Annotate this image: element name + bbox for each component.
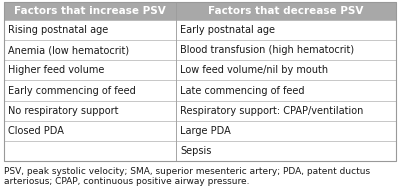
Text: Late commencing of feed: Late commencing of feed [180,85,304,96]
Text: Closed PDA: Closed PDA [8,126,64,136]
Text: Blood transfusion (high hematocrit): Blood transfusion (high hematocrit) [180,45,354,55]
Text: Low feed volume/nil by mouth: Low feed volume/nil by mouth [180,65,328,75]
Text: Factors that increase PSV: Factors that increase PSV [14,6,166,16]
Text: PSV, peak systolic velocity; SMA, superior mesenteric artery; PDA, patent ductus: PSV, peak systolic velocity; SMA, superi… [4,167,370,175]
Text: Anemia (low hematocrit): Anemia (low hematocrit) [8,45,129,55]
Text: Rising postnatal age: Rising postnatal age [8,25,108,35]
Bar [176,40,396,60]
Text: arteriosus; CPAP, continuous positive airway pressure.: arteriosus; CPAP, continuous positive ai… [4,177,250,185]
Bar [176,60,396,80]
Text: Factors that decrease PSV: Factors that decrease PSV [208,6,364,16]
Text: Early commencing of feed: Early commencing of feed [8,85,136,96]
Text: Large PDA: Large PDA [180,126,231,136]
Bar [4,80,176,101]
Bar [4,40,176,60]
Bar [4,20,176,40]
Bar [4,141,176,161]
Bar [4,2,396,20]
Bar [176,20,396,40]
Bar [176,141,396,161]
Text: Sepsis: Sepsis [180,146,211,156]
Bar [4,121,176,141]
Text: Respiratory support: CPAP/ventilation: Respiratory support: CPAP/ventilation [180,106,363,116]
Bar [4,101,176,121]
Bar [4,2,396,161]
Bar [176,121,396,141]
Bar [4,60,176,80]
Text: Higher feed volume: Higher feed volume [8,65,104,75]
Bar [176,80,396,101]
Bar [176,101,396,121]
Text: No respiratory support: No respiratory support [8,106,118,116]
Text: Early postnatal age: Early postnatal age [180,25,275,35]
